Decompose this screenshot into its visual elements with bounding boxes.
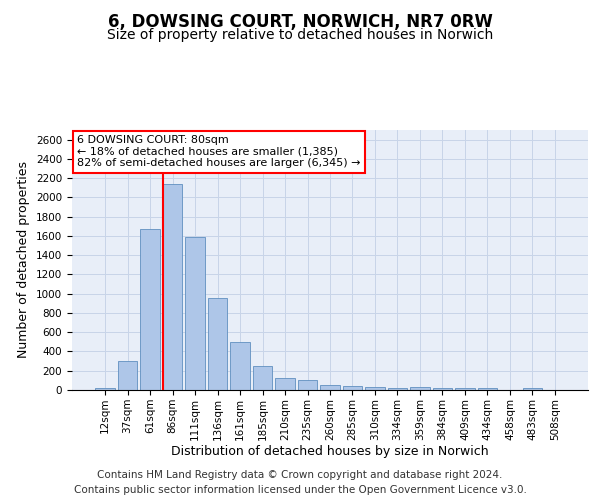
- Bar: [275, 378, 295, 390]
- Bar: [478, 388, 497, 390]
- Bar: [433, 388, 452, 390]
- Bar: [298, 380, 317, 390]
- X-axis label: Distribution of detached houses by size in Norwich: Distribution of detached houses by size …: [171, 446, 489, 458]
- Bar: [455, 388, 475, 390]
- Bar: [253, 366, 272, 390]
- Text: 6 DOWSING COURT: 80sqm
← 18% of detached houses are smaller (1,385)
82% of semi-: 6 DOWSING COURT: 80sqm ← 18% of detached…: [77, 135, 361, 168]
- Text: Contains HM Land Registry data © Crown copyright and database right 2024.: Contains HM Land Registry data © Crown c…: [97, 470, 503, 480]
- Bar: [388, 388, 407, 390]
- Bar: [95, 388, 115, 390]
- Bar: [320, 385, 340, 390]
- Bar: [343, 386, 362, 390]
- Text: Contains public sector information licensed under the Open Government Licence v3: Contains public sector information licen…: [74, 485, 526, 495]
- Bar: [230, 342, 250, 390]
- Text: 6, DOWSING COURT, NORWICH, NR7 0RW: 6, DOWSING COURT, NORWICH, NR7 0RW: [107, 12, 493, 30]
- Text: Size of property relative to detached houses in Norwich: Size of property relative to detached ho…: [107, 28, 493, 42]
- Bar: [185, 237, 205, 390]
- Bar: [118, 361, 137, 390]
- Y-axis label: Number of detached properties: Number of detached properties: [17, 162, 31, 358]
- Bar: [523, 388, 542, 390]
- Bar: [140, 229, 160, 390]
- Bar: [410, 387, 430, 390]
- Bar: [163, 184, 182, 390]
- Bar: [365, 386, 385, 390]
- Bar: [208, 298, 227, 390]
